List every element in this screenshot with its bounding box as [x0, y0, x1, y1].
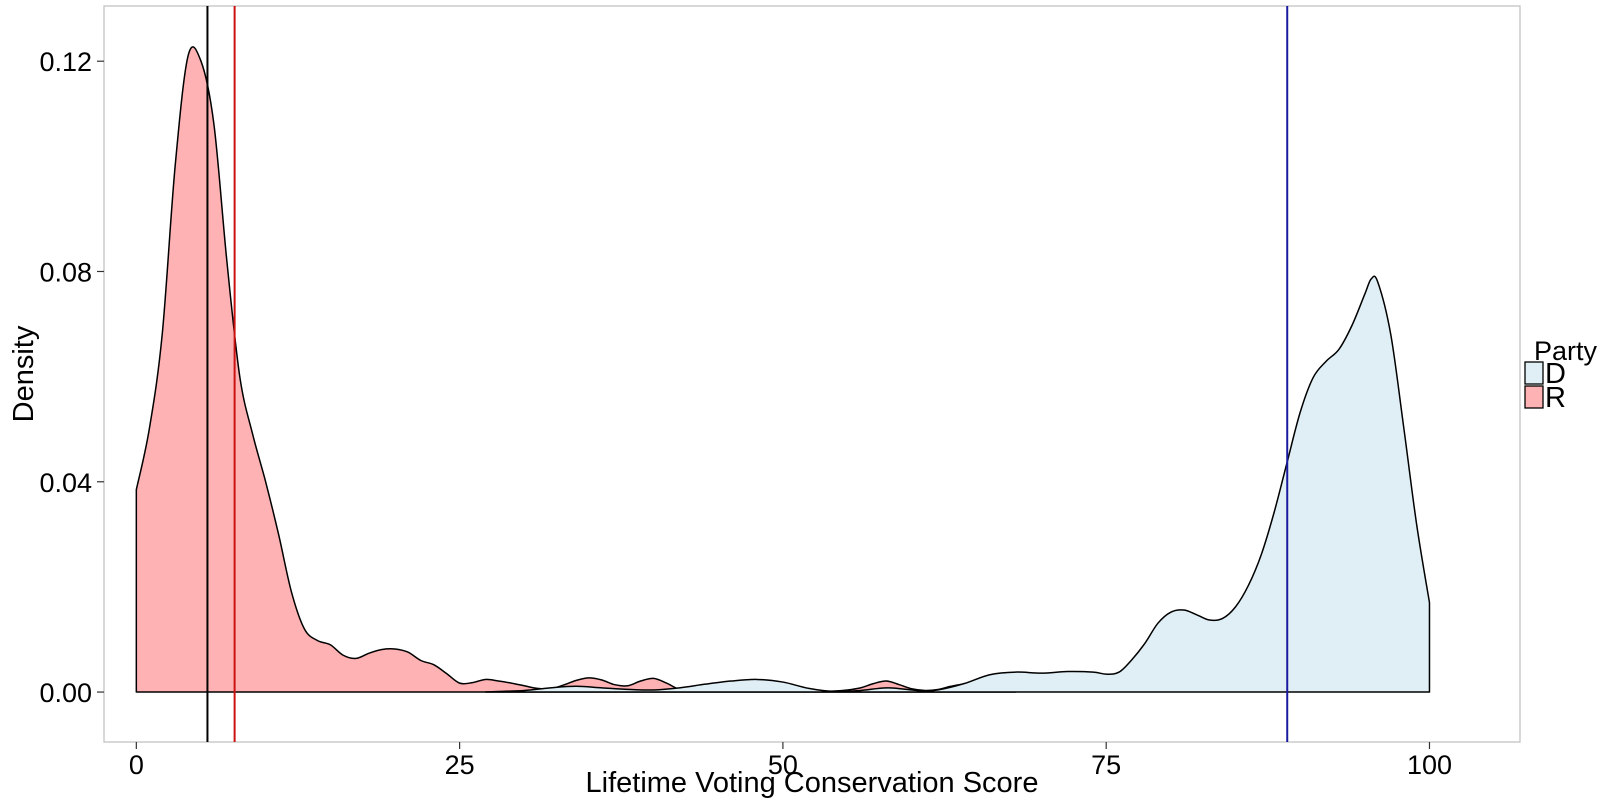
y-axis: 0.00 0.04 0.08 0.12: [39, 47, 104, 708]
series-layer: [135, 46, 1431, 693]
x-tick-label: 100: [1407, 750, 1452, 780]
x-tick-label: 75: [1091, 750, 1121, 780]
y-tick-label: 0.04: [39, 468, 92, 498]
legend-label-r: R: [1545, 382, 1566, 414]
legend-key-r: [1524, 385, 1544, 409]
legend-key-d: [1524, 361, 1544, 385]
reference-lines: [206, 6, 1289, 742]
y-tick-label: 0.08: [39, 257, 92, 287]
x-tick-label: 25: [445, 750, 475, 780]
legend-label-d: D: [1545, 358, 1566, 390]
legend: Party DR: [1524, 336, 1598, 414]
density-area-d: [484, 275, 1431, 693]
x-tick-label: 0: [129, 750, 144, 780]
x-tick-label: 50: [768, 750, 798, 780]
y-axis-title: Density: [8, 325, 40, 422]
y-tick-label: 0.00: [39, 678, 92, 708]
legend-title: Party: [1534, 336, 1598, 366]
legend-items: DR: [1524, 358, 1566, 414]
x-axis: 0 25 50 75 100: [129, 742, 1452, 780]
x-axis-title: Lifetime Voting Conservation Score: [586, 767, 1039, 799]
y-tick-label: 0.12: [39, 47, 92, 77]
